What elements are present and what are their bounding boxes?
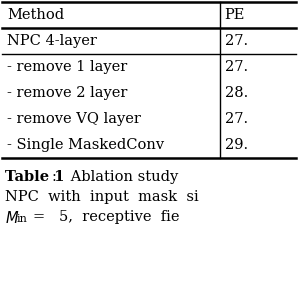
Text: 27.: 27.	[225, 60, 248, 74]
Text: Table 1: Table 1	[5, 170, 64, 184]
Text: 27.: 27.	[225, 34, 248, 48]
Text: :   Ablation study: : Ablation study	[52, 170, 178, 184]
Text: - remove 2 layer: - remove 2 layer	[7, 86, 127, 100]
Text: in: in	[17, 214, 28, 224]
Text: NPC  with  input  mask  si: NPC with input mask si	[5, 190, 199, 204]
Text: - remove 1 layer: - remove 1 layer	[7, 60, 127, 74]
Text: $M$: $M$	[5, 210, 19, 226]
Text: Method: Method	[7, 8, 64, 22]
Text: =   5,  receptive  fie: = 5, receptive fie	[33, 210, 179, 224]
Text: - Single MaskedConv: - Single MaskedConv	[7, 138, 164, 152]
Text: NPC 4-layer: NPC 4-layer	[7, 34, 97, 48]
Text: 27.: 27.	[225, 112, 248, 126]
Text: 28.: 28.	[225, 86, 248, 100]
Text: - remove VQ layer: - remove VQ layer	[7, 112, 141, 126]
Text: PE: PE	[225, 8, 245, 22]
Text: 29.: 29.	[225, 138, 248, 152]
